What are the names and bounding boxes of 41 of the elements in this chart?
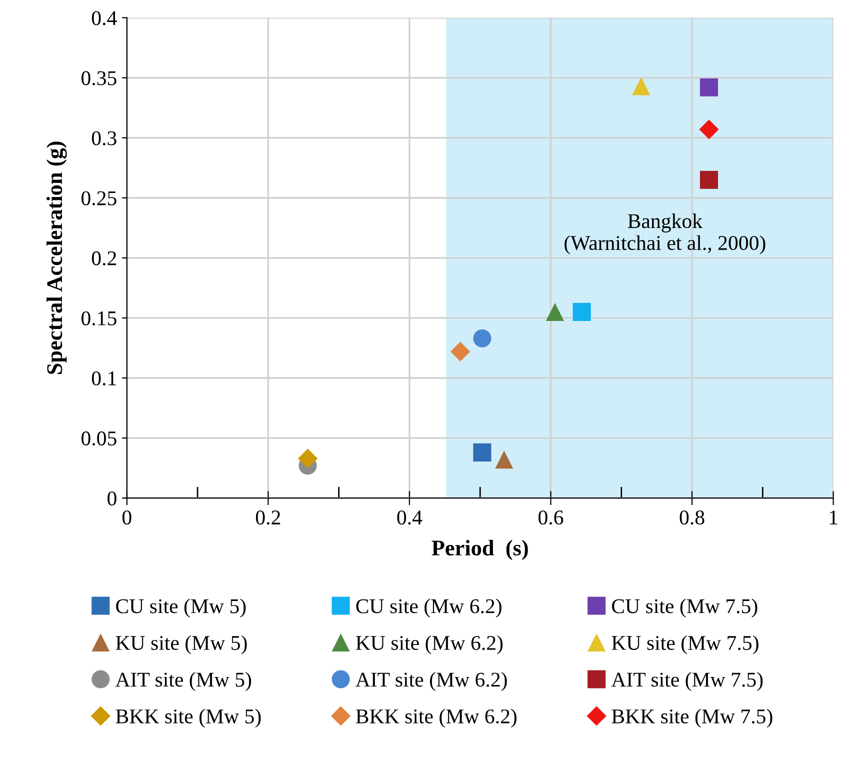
point (699, 120, 719, 140)
x-tick-label: 0.6 (538, 510, 564, 525)
x-tick-label: 0 (122, 510, 132, 525)
legend-label: CU site (Mw 6.2) (356, 598, 502, 618)
legend-label: BKK site (Mw 5) (116, 708, 261, 728)
legend-label: KU site (Mw 7.5) (612, 635, 758, 654)
y-tick-label: 0.15 (82, 311, 116, 326)
point (450, 342, 470, 362)
y-tick-label: 0.1 (92, 371, 116, 386)
point (632, 77, 650, 96)
legend-label: AIT site (Mw 6.2) (356, 672, 507, 691)
point (546, 302, 564, 321)
x-tick-label: 0.4 (397, 510, 422, 525)
legend-label: KU site (Mw 6.2) (356, 635, 503, 654)
point (473, 329, 492, 348)
x-tick-label: 0.2 (256, 510, 280, 525)
x-tick-label: 1 (830, 510, 838, 524)
point (572, 302, 591, 321)
legend-label: AIT site (Mw 5) (115, 672, 252, 691)
legend-label: BKK site (Mw 6.2) (356, 708, 516, 728)
y-tick-label: 0.2 (92, 251, 116, 266)
legend-label: AIT site (Mw 7.5) (611, 672, 763, 691)
y-axis-title: Spectral Acceleration (g) (46, 142, 67, 374)
y-tick-label: 0.05 (82, 431, 116, 446)
band-label: Bangkok (Warnitchai et al., 2000) (564, 214, 766, 254)
legend-label: BKK site (Mw 7.5) (612, 708, 772, 728)
legend-label: KU site (Mw 5) (116, 635, 247, 654)
y-tick-label: 0.4 (92, 11, 117, 26)
x-axis-title: Period (s) (432, 540, 528, 560)
point (298, 448, 318, 468)
y-tick-label: 0 (108, 491, 116, 506)
y-tick-label: 0.35 (82, 71, 116, 86)
legend-label: CU site (Mw 5) (116, 598, 246, 618)
point (700, 170, 718, 189)
y-tick-label: 0.3 (92, 131, 116, 146)
point (700, 78, 718, 96)
point (473, 443, 492, 462)
y-tick-label: 0.25 (82, 191, 116, 206)
point (495, 450, 514, 469)
legend-label: CU site (Mw 7.5) (612, 598, 758, 618)
x-tick-label: 0.8 (680, 510, 704, 525)
